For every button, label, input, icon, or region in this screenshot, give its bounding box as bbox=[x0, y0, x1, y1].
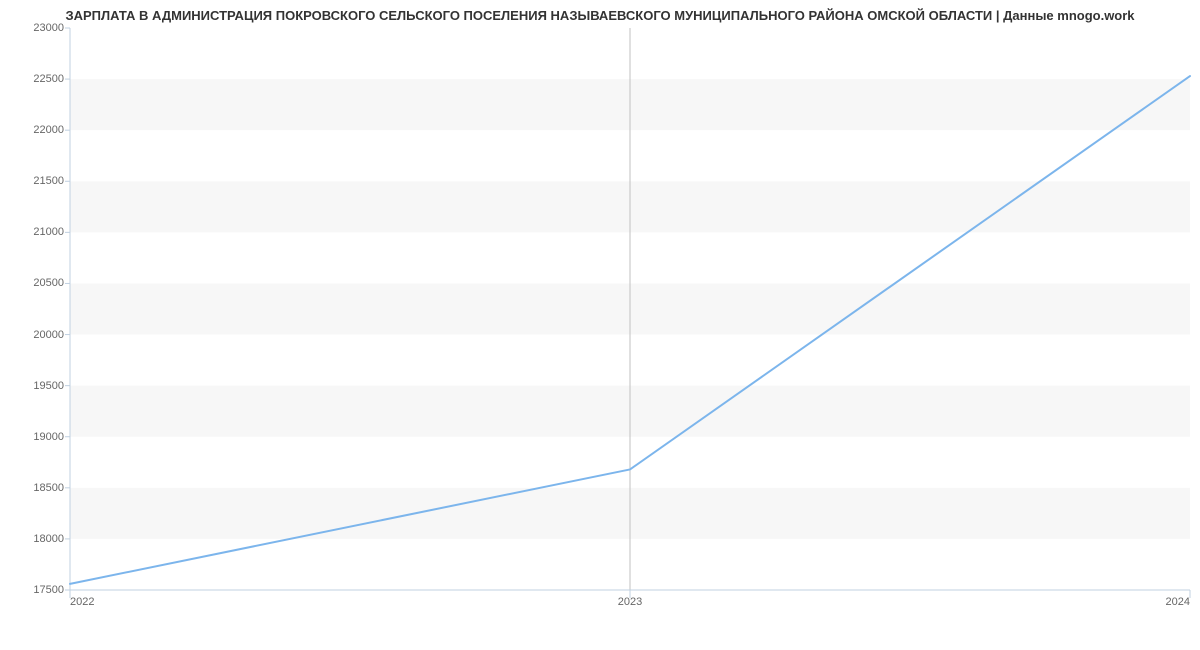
y-tick-label: 21000 bbox=[33, 226, 64, 238]
y-tick-label: 20500 bbox=[33, 277, 64, 289]
y-tick-label: 19500 bbox=[33, 380, 64, 392]
x-tick-label: 2024 bbox=[1166, 596, 1190, 608]
plot-area: 1750018000185001900019500200002050021000… bbox=[70, 28, 1190, 590]
y-tick-label: 22000 bbox=[33, 124, 64, 136]
y-tick-label: 18000 bbox=[33, 533, 64, 545]
x-tick-label: 2023 bbox=[618, 596, 642, 608]
y-tick-label: 19000 bbox=[33, 431, 64, 443]
y-tick-label: 17500 bbox=[33, 584, 64, 596]
x-tick-label: 2022 bbox=[70, 596, 94, 608]
chart-title: ЗАРПЛАТА В АДМИНИСТРАЦИЯ ПОКРОВСКОГО СЕЛ… bbox=[0, 8, 1200, 23]
y-tick-label: 23000 bbox=[33, 22, 64, 34]
y-tick-label: 22500 bbox=[33, 73, 64, 85]
salary-line-chart: ЗАРПЛАТА В АДМИНИСТРАЦИЯ ПОКРОВСКОГО СЕЛ… bbox=[0, 0, 1200, 650]
y-tick-label: 18500 bbox=[33, 482, 64, 494]
plot-svg bbox=[70, 28, 1190, 590]
y-tick-label: 20000 bbox=[33, 329, 64, 341]
y-tick-label: 21500 bbox=[33, 175, 64, 187]
